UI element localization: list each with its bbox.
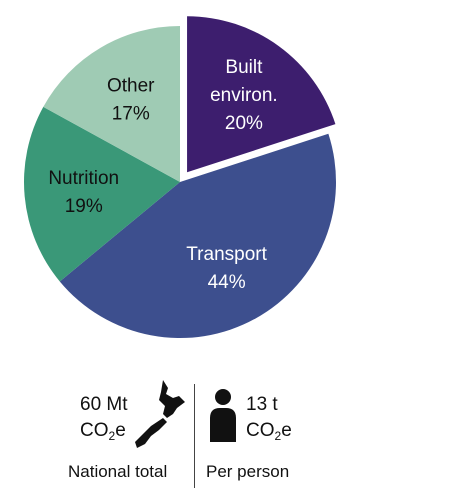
slice-value-label: 20% (225, 113, 263, 134)
pie-slice (43, 26, 180, 182)
slice-category-label: Built (225, 57, 263, 78)
per-person-value: 13 t CO2e (246, 392, 292, 449)
pie-chart: Built environ. 20% Transport 44% Nutrition 19%… (24, 16, 336, 338)
divider (194, 384, 195, 488)
new-zealand-map-icon (135, 380, 185, 448)
national-amount: 60 Mt (80, 394, 128, 415)
slice-category-label: Other (107, 76, 155, 97)
person-icon (210, 389, 236, 442)
national-total-value: 60 Mt CO2e (80, 392, 128, 449)
national-unit: CO2e (80, 420, 126, 443)
per-person-amount: 13 t (246, 394, 278, 415)
pie-slice (187, 16, 336, 173)
slice-category-label: environ. (210, 85, 278, 106)
national-total-caption: National total (68, 462, 168, 481)
slice-value-label: 17% (112, 104, 150, 125)
per-person-unit: CO2e (246, 420, 292, 443)
pie-slice (59, 133, 336, 338)
per-person-caption: Per person (206, 462, 290, 481)
summary-panel: 60 Mt CO2e 13 t CO2e National total Per … (0, 370, 459, 494)
slice-category-label: Nutrition (48, 168, 119, 189)
slice-value-label: 19% (65, 196, 103, 217)
slice-value-label: 44% (208, 272, 246, 293)
pie-slice (24, 106, 180, 282)
slice-category-label: Transport (186, 244, 267, 265)
